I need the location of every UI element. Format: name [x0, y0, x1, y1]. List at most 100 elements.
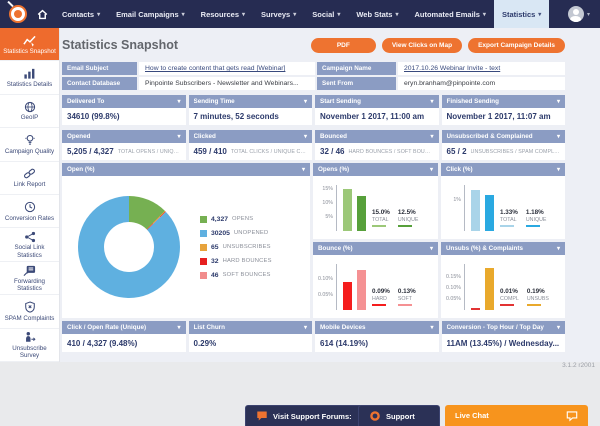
panel-header-clicked[interactable]: Clicked ▾ — [188, 130, 312, 143]
nav-item-resources[interactable]: Resources ▾ — [193, 0, 253, 28]
stat-value: 1.33% — [500, 209, 518, 216]
nav-item-social[interactable]: Social ▾ — [304, 0, 348, 28]
open-percent-panel: Open (%) ▾ 4,327 OPENS 30205 UNOPENED 65 UNSUBS… — [62, 163, 310, 318]
info-link-email-subject[interactable]: How to create content that gets read [We… — [145, 65, 286, 72]
live-chat-button[interactable]: Live Chat — [445, 405, 588, 426]
bar-unsubs — [485, 268, 494, 310]
panel-header-opens[interactable]: Opens (%) ▾ — [313, 163, 438, 176]
panel-header-start-sending[interactable]: Start Sending ▾ — [315, 95, 439, 108]
sidebar-item-social-link-statistics[interactable]: Social Link Statistics — [0, 228, 59, 262]
pdf-button[interactable]: PDF — [310, 37, 376, 53]
panel-body: 1% 1.33% TOTAL 1.18% UNIQUE — [441, 176, 565, 239]
panel-header-click[interactable]: Click (%) ▾ — [441, 163, 565, 176]
panel-header-click-open-rate-unique[interactable]: Click / Open Rate (Unique) ▾ — [62, 321, 186, 334]
stat-underline — [525, 225, 540, 227]
panel-header-opened[interactable]: Opened ▾ — [62, 130, 186, 143]
panel-body: 15% 10% 5% 15.0% TOTAL 12.5% UNIQUE — [313, 176, 438, 239]
nav-item-label: Contacts — [62, 9, 95, 19]
export-campaign-details-button[interactable]: Export Campaign Details — [468, 37, 565, 53]
support-button[interactable]: Support — [358, 405, 440, 426]
bar-soft — [357, 270, 366, 310]
panel-header-finished-sending[interactable]: Finished Sending ▾ — [441, 95, 565, 108]
sidebar-item-campaign-quality[interactable]: Campaign Quality — [0, 128, 59, 162]
user-menu[interactable]: ▾ — [567, 6, 590, 22]
nav-item-statistics[interactable]: Statistics ▾ — [493, 0, 550, 28]
user-avatar-icon[interactable] — [567, 6, 584, 22]
stat-unique: 12.5% UNIQUE — [397, 209, 418, 227]
nav-item-email-campaigns[interactable]: Email Campaigns ▾ — [108, 0, 193, 28]
info-link-campaign-name[interactable]: 2017.10.26 Webinar Invite - text — [404, 65, 501, 72]
view-clicks-on-map-button[interactable]: View Clicks on Map — [381, 37, 463, 53]
support-button-label: Live Chat — [455, 411, 489, 420]
stat-caption: COMPL — [500, 296, 519, 302]
panel-header-unsubs-complaints[interactable]: Unsubs (%) & Complaints ▾ — [441, 242, 565, 255]
support-button-label: Support — [386, 411, 415, 421]
stat-value: 7 minutes, 52 seconds — [188, 108, 312, 125]
pinpointe-logo-icon[interactable] — [9, 5, 27, 23]
panel-header-list-churn[interactable]: List Churn ▾ — [188, 321, 312, 334]
support-button-label: Visit Support Forums: — [273, 411, 352, 421]
sidebar-item-label: GeoIP — [20, 114, 39, 122]
sidebar-item-conversion-rates[interactable]: Conversion Rates — [0, 195, 59, 229]
y-tick: 0.05% — [317, 291, 333, 298]
stat-value: 0.09% — [372, 288, 390, 295]
panel-title: Start Sending — [320, 98, 361, 105]
stat-number: November 1 2017, 11:07 am — [446, 112, 551, 121]
stat-value: November 1 2017, 11:00 am — [315, 108, 439, 125]
stat-number: 0.29% — [193, 338, 217, 348]
top-nav: Contacts ▾ Email Campaigns ▾ Resources ▾ Surve… — [0, 0, 600, 28]
caret-down-icon: ▾ — [556, 134, 560, 140]
legend-label: OPENS — [232, 216, 254, 222]
nav-item-label: Social — [312, 9, 335, 19]
nav-item-label: Automated Emails — [414, 9, 480, 19]
sidebar-item-forwarding-statistics[interactable]: Forwarding Statistics — [0, 262, 59, 296]
y-axis-ticks: 0.15% 0.10% 0.05% — [443, 264, 464, 310]
caret-down-icon: ▾ — [556, 99, 560, 105]
caret-down-icon: ▾ — [242, 11, 246, 18]
panel-header-delivered-to[interactable]: Delivered To ▾ — [62, 95, 186, 108]
nav-item-web-stats[interactable]: Web Stats ▾ — [348, 0, 406, 28]
panel-header-conversion-top-hour-top-day[interactable]: Conversion - Top Hour / Top Day ▾ — [441, 321, 565, 334]
panel-header-unsubscribed-complained[interactable]: Unsubscribed & Complained ▾ — [441, 130, 565, 143]
stat-value: 34610 (99.8%) — [62, 108, 186, 125]
panel-header-mobile-devices[interactable]: Mobile Devices ▾ — [315, 321, 439, 334]
life-ring-icon — [369, 410, 381, 422]
bar-total — [343, 189, 352, 231]
panel-header-open[interactable]: Open (%) ▾ — [62, 163, 310, 176]
stat-number: 32 / 46 — [320, 147, 345, 156]
sidebar-item-geoip[interactable]: GeoIP — [0, 95, 59, 129]
sidebar-item-link-report[interactable]: Link Report — [0, 162, 59, 195]
nav-item-automated-emails[interactable]: Automated Emails ▾ — [406, 0, 493, 28]
chat-bubble-icon — [256, 410, 268, 422]
nav-menu: Contacts ▾ Email Campaigns ▾ Resources ▾ Surve… — [54, 0, 550, 28]
caret-down-icon: ▾ — [177, 325, 181, 331]
stat-unique: 1.18% UNIQUE — [525, 209, 546, 227]
panel-title: Unsubs (%) & Complaints — [446, 245, 523, 252]
panel-title: Delivered To — [67, 98, 105, 105]
stat-value: 1.18% — [525, 209, 544, 216]
legend-value: 30205 — [211, 229, 230, 237]
sidebar-item-spam-complaints[interactable]: SPAM Complaints — [0, 295, 59, 329]
visit-support-forums-button[interactable]: Visit Support Forums: — [245, 405, 363, 426]
panel-body: 4,327 OPENS 30205 UNOPENED 65 UNSUBSCRIBES 32 H… — [62, 176, 310, 318]
panel-title: Open (%) — [67, 166, 95, 173]
bar-chart: 0.10% 0.05% — [315, 264, 366, 310]
legend-item-hard-bounces: 32 HARD BOUNCES — [200, 257, 272, 265]
bar-hard — [343, 282, 352, 310]
panel-header-bounced[interactable]: Bounced ▾ — [315, 130, 439, 143]
sidebar-item-unsubscribe-survey[interactable]: Unsubscribe Survey — [0, 329, 59, 362]
panel-header-bounce[interactable]: Bounce (%) ▾ — [313, 242, 438, 255]
stat-panel-delivered-to: Delivered To ▾ 34610 (99.8%) — [62, 95, 186, 125]
sidebar: Statistics Snapshot Statistics Details Geo… — [0, 28, 60, 362]
sidebar-item-statistics-details[interactable]: Statistics Details — [0, 61, 59, 95]
legend-label: HARD BOUNCES — [222, 258, 272, 264]
nav-item-contacts[interactable]: Contacts ▾ — [54, 0, 108, 28]
home-icon[interactable] — [37, 9, 48, 20]
sidebar-item-statistics-snapshot[interactable]: Statistics Snapshot — [0, 28, 59, 62]
version-label: 3.1.2 r2001 — [562, 362, 595, 369]
nav-item-surveys[interactable]: Surveys ▾ — [253, 0, 304, 28]
panel-header-sending-time[interactable]: Sending Time ▾ — [188, 95, 312, 108]
bars — [464, 185, 494, 231]
sidebar-item-label: Unsubscribe Survey — [12, 344, 47, 359]
